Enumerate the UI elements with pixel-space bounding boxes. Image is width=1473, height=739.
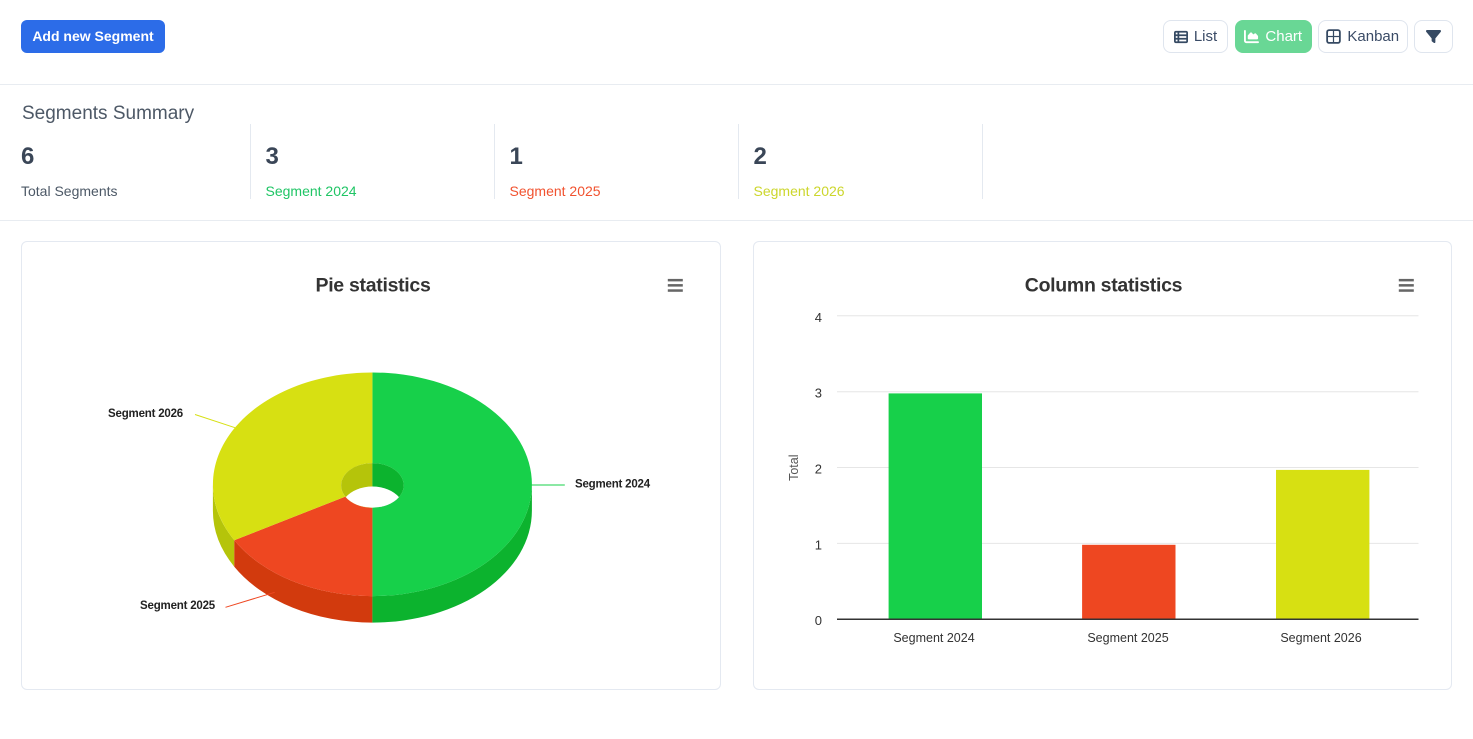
svg-text:Segment 2024: Segment 2024 [575,479,651,491]
svg-text:4: 4 [815,310,822,325]
svg-text:Segment 2025: Segment 2025 [1087,631,1168,645]
svg-text:Total: Total [787,454,801,480]
svg-text:Pie statistics: Pie statistics [315,275,430,297]
svg-text:2: 2 [815,462,822,477]
svg-text:Segment 2025: Segment 2025 [140,600,216,612]
svg-text:Column statistics: Column statistics [1025,275,1183,297]
svg-text:1: 1 [815,537,822,552]
svg-text:Segment 2024: Segment 2024 [893,631,974,645]
svg-text:3: 3 [815,386,822,401]
svg-text:Segment 2026: Segment 2026 [108,408,183,420]
svg-text:0: 0 [815,613,822,628]
svg-text:Segment 2026: Segment 2026 [1280,631,1361,645]
